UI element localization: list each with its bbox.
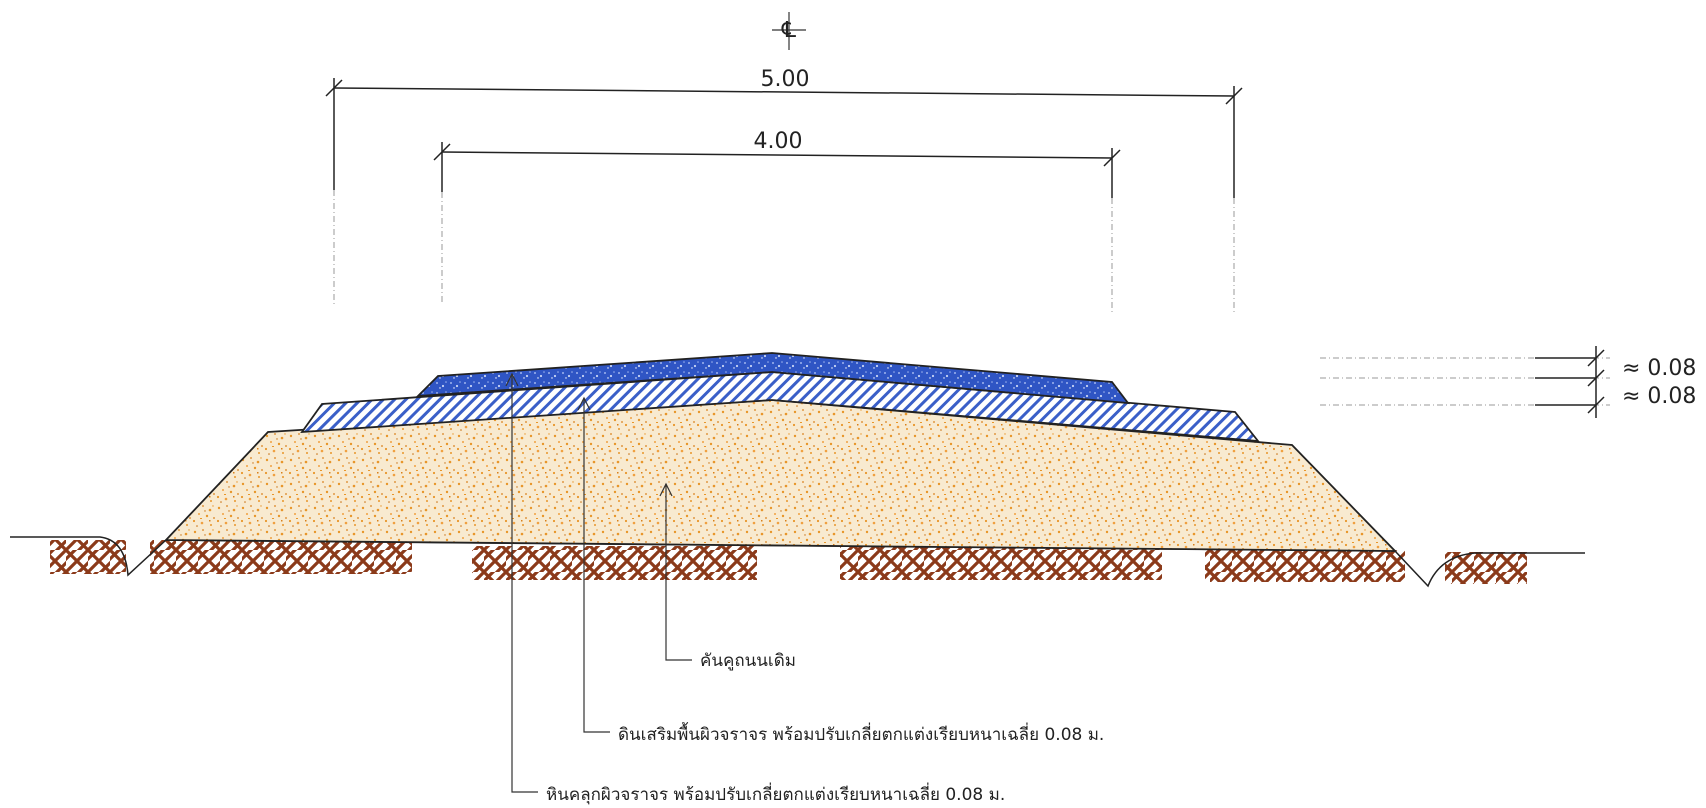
thickness-dimensions: ≈ 0.08 ≈ 0.08 (1320, 346, 1696, 418)
surface-leader (511, 374, 538, 793)
centerline-label: ℄ (781, 18, 797, 43)
overall-width-label: 5.00 (761, 67, 810, 92)
surface-layer (415, 352, 1130, 405)
subbase-layer-label: ดินเสริมพื้นผิวจราจร พร้อมปรับเกลี่ยตกแต… (618, 722, 1104, 745)
ground-hatch-segment (472, 546, 757, 580)
ground-hatch-segment (150, 540, 412, 574)
subbase-leader (583, 398, 610, 733)
surface-width-label: 4.00 (754, 129, 803, 154)
existing-embankment-label: คันคูถนนเดิม (700, 651, 796, 671)
surface-layer-label: หินคลุกผิวจราจร พร้อมปรับเกลี่ยตกแต่งเรี… (546, 782, 1005, 805)
thickness-bottom-label: ≈ 0.08 (1622, 384, 1696, 409)
subbase-leader-arrow (577, 396, 591, 411)
thickness-top-label: ≈ 0.08 (1622, 356, 1696, 381)
ground-hatch-segment (840, 546, 1162, 580)
embankment-leader (665, 484, 692, 661)
ground-hatch-segment (1205, 550, 1405, 582)
surface-leader-arrow (505, 372, 519, 387)
centerline-symbol: ℄ (772, 12, 806, 50)
ground-hatch-segment (50, 540, 126, 574)
embankment-leader-arrow (659, 482, 673, 497)
ground-hatch-segment (1445, 552, 1527, 584)
subbase-layer (300, 371, 1260, 443)
existing-ground (10, 536, 1585, 588)
overall-width-dimension: 5.00 (325, 67, 1243, 312)
surface-width-dimension: 4.00 (433, 129, 1121, 312)
leader-lines (505, 372, 692, 793)
